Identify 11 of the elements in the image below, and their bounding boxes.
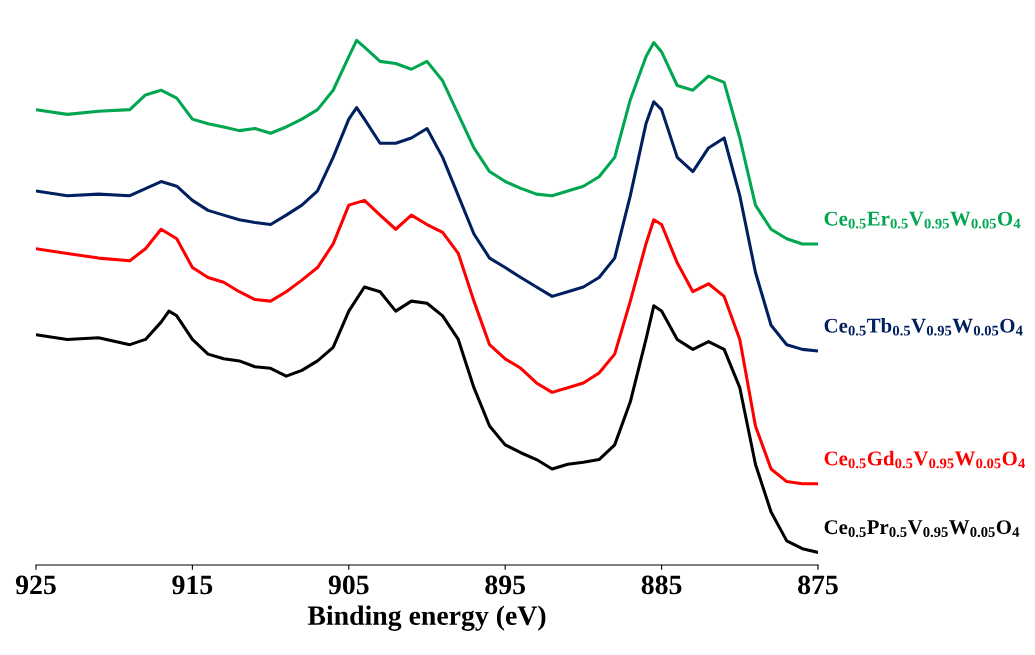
text: Ce$_{0.5}$Gd$_{0.5}$V$_{0.95}$W$_{0.05}$O$_{4}$: [824, 450, 1025, 469]
x-tick-label: 925: [15, 575, 56, 595]
x-tick-label: 905: [328, 575, 369, 595]
text: Ce$_{0.5}$Er$_{0.5}$V$_{0.95}$W$_{0.05}$O$_{4}$: [824, 211, 1021, 229]
x-tick-label: 885: [641, 575, 682, 595]
text: Ce$_{0.5}$Pr$_{0.5}$V$_{0.95}$W$_{0.05}$O$_{4}$: [824, 520, 1020, 537]
x-tick-label: 915: [172, 575, 213, 595]
x-tick-label: 895: [485, 575, 526, 595]
text: Ce$_{0.5}$Tb$_{0.5}$V$_{0.95}$W$_{0.05}$O$_{4}$: [824, 318, 1023, 336]
x-tick-label: 875: [798, 575, 838, 595]
x-axis-title: Binding energy (eV): [307, 605, 546, 631]
